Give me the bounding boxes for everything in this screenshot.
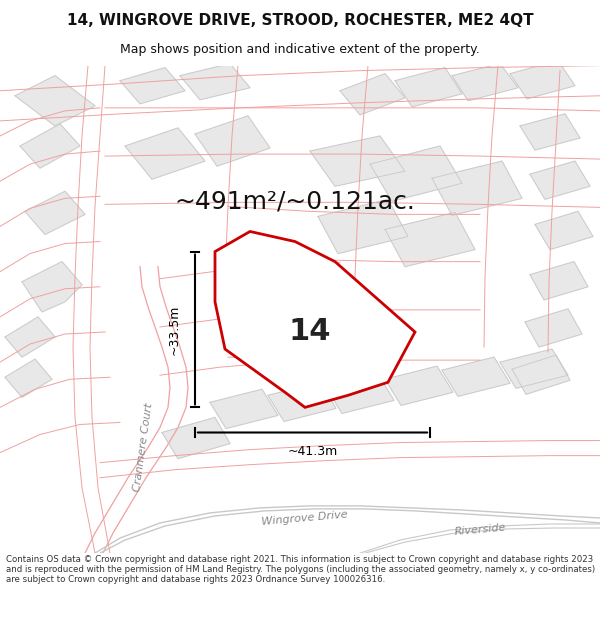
Polygon shape — [120, 68, 185, 104]
Polygon shape — [22, 262, 82, 312]
Text: 14: 14 — [289, 318, 331, 346]
Text: Cranmere Court: Cranmere Court — [132, 402, 154, 492]
Polygon shape — [385, 366, 453, 406]
Polygon shape — [20, 124, 80, 168]
Polygon shape — [520, 114, 580, 150]
Polygon shape — [5, 317, 55, 357]
Polygon shape — [5, 359, 52, 398]
Polygon shape — [215, 231, 415, 408]
Polygon shape — [452, 64, 518, 101]
Text: Contains OS data © Crown copyright and database right 2021. This information is : Contains OS data © Crown copyright and d… — [6, 554, 595, 584]
Polygon shape — [385, 213, 475, 267]
Polygon shape — [370, 146, 462, 201]
Polygon shape — [510, 61, 575, 99]
Polygon shape — [535, 211, 593, 249]
Text: ~41.3m: ~41.3m — [287, 445, 338, 458]
Polygon shape — [530, 262, 588, 300]
Polygon shape — [195, 116, 270, 166]
Text: ~33.5m: ~33.5m — [168, 304, 181, 354]
Polygon shape — [318, 199, 408, 254]
Polygon shape — [162, 418, 230, 459]
Text: Wingrove Drive: Wingrove Drive — [262, 509, 349, 527]
Polygon shape — [530, 161, 590, 199]
Polygon shape — [125, 128, 205, 179]
Polygon shape — [268, 382, 336, 421]
Polygon shape — [326, 374, 394, 413]
Text: Map shows position and indicative extent of the property.: Map shows position and indicative extent… — [120, 42, 480, 56]
Text: ~491m²/~0.121ac.: ~491m²/~0.121ac. — [175, 189, 415, 213]
Polygon shape — [210, 389, 278, 429]
Polygon shape — [395, 68, 462, 107]
Polygon shape — [512, 355, 570, 394]
Text: Riverside: Riverside — [454, 522, 506, 538]
Polygon shape — [25, 191, 85, 234]
Polygon shape — [432, 161, 522, 216]
Polygon shape — [340, 74, 405, 115]
Polygon shape — [442, 357, 510, 396]
Text: 14, WINGROVE DRIVE, STROOD, ROCHESTER, ME2 4QT: 14, WINGROVE DRIVE, STROOD, ROCHESTER, M… — [67, 13, 533, 28]
Polygon shape — [500, 349, 568, 388]
Polygon shape — [525, 309, 582, 347]
Polygon shape — [15, 76, 95, 126]
Polygon shape — [310, 136, 405, 186]
Polygon shape — [180, 64, 250, 100]
